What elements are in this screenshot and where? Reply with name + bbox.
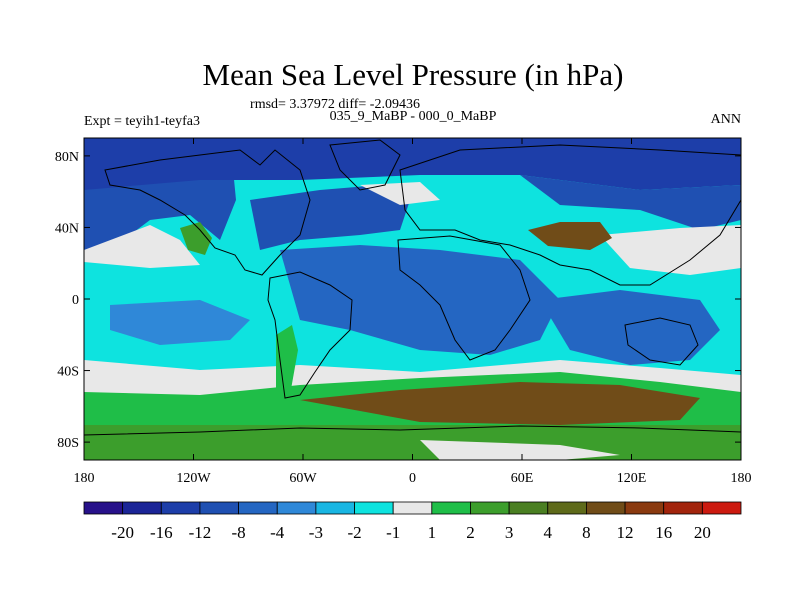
x-tick-label-4: 60E [511, 471, 534, 486]
field-andes-green [276, 325, 298, 395]
colorbar-label-15: 20 [694, 523, 711, 542]
pressure-field [84, 138, 741, 460]
colorbar-swatch-15 [663, 501, 703, 515]
field-southern-brown-band [300, 382, 700, 425]
colorbar-swatch-13 [586, 501, 626, 515]
colorbar-swatch-1 [122, 501, 162, 515]
colorbar-label-5: -3 [309, 523, 323, 542]
coastlines [84, 139, 741, 436]
y-tick-label-2: 0 [72, 293, 79, 308]
field-eurasia-low [520, 175, 741, 230]
field-north-america-high [180, 222, 212, 255]
stats-line: rmsd= 3.37972 diff= -2.09436 [250, 97, 420, 112]
field-asia-white [600, 225, 741, 275]
colorbar-label-0: -20 [111, 523, 134, 542]
colorbar-label-6: -2 [347, 523, 361, 542]
x-tick-label-2: 60W [289, 471, 317, 486]
colorbar-label-3: -8 [232, 523, 246, 542]
x-tick-label-1: 120W [176, 471, 211, 486]
colorbar-swatch-4 [238, 501, 278, 515]
colorbar-label-9: 2 [466, 523, 475, 542]
coastline-south-america [267, 271, 353, 399]
colorbar-swatch-5 [276, 501, 317, 515]
colorbar-swatch-7 [354, 501, 394, 515]
colorbar-label-14: 16 [655, 523, 672, 542]
y-tick-label-0: 80N [55, 150, 79, 165]
colorbar-label-11: 4 [544, 523, 553, 542]
y-tick-label-4: 80S [57, 436, 79, 451]
x-tick-label-3: 0 [409, 471, 416, 486]
colorbar-label-10: 3 [505, 523, 514, 542]
colorbar-swatch-3 [199, 501, 239, 515]
field-tropical-blue-pacific [110, 300, 250, 345]
y-tick-label-3: 40S [57, 365, 79, 380]
y-axis: 80N 40N 0 40S 80S [55, 150, 741, 451]
colorbar-swatch-14 [624, 501, 665, 515]
field-tibet-high [528, 222, 612, 250]
colorbar-label-1: -16 [150, 523, 173, 542]
field-antarctic-white [420, 440, 620, 460]
field-north-atlantic-low [250, 185, 410, 250]
coastline-north-america [104, 149, 311, 276]
colorbar-swatch-12 [547, 501, 587, 515]
season-label: ANN [711, 112, 741, 127]
y-tick-label-1: 40N [55, 221, 79, 236]
period-label: 035_9_MaBP - 000_0_MaBP [330, 109, 497, 124]
colorbar-swatch-6 [315, 501, 355, 515]
colorbar: -20 -16 -12 -8 -4 -3 -2 -1 1 2 3 4 8 12 16 20 [83, 501, 742, 542]
x-axis: 180 120W 60W 0 60E 120E 180 [74, 138, 752, 486]
colorbar-label-13: 12 [617, 523, 634, 542]
chart-title: Mean Sea Level Pressure (in hPa) [203, 57, 624, 92]
field-arctic-low [84, 138, 741, 190]
field-north-pacific-white [84, 225, 200, 268]
x-tick-label-0: 180 [74, 471, 95, 486]
x-tick-label-5: 120E [617, 471, 647, 486]
colorbar-label-4: -4 [270, 523, 285, 542]
coastline-africa [397, 235, 531, 361]
colorbar-swatch-8 [392, 501, 433, 515]
colorbar-swatch-9 [431, 501, 471, 515]
coastline-greenland [329, 139, 401, 191]
colorbar-label-12: 8 [582, 523, 591, 542]
colorbar-swatch-16 [701, 501, 742, 515]
colorbar-label-7: -1 [386, 523, 400, 542]
colorbar-swatch-2 [160, 501, 201, 515]
field-atlantic-white [360, 182, 440, 205]
field-tropical-blue-indian [540, 290, 720, 365]
colorbar-label-2: -12 [189, 523, 212, 542]
coastline-eurasia [399, 144, 741, 286]
x-tick-label-6: 180 [731, 471, 752, 486]
coastline-australia [624, 317, 699, 366]
colorbar-label-8: 1 [428, 523, 437, 542]
colorbar-swatch-0 [83, 501, 124, 515]
experiment-label: Expt = teyih1-teyfa3 [84, 114, 200, 129]
coastline-antarctica [84, 425, 741, 436]
colorbar-swatch-10 [470, 501, 510, 515]
colorbar-swatch-11 [508, 501, 549, 515]
